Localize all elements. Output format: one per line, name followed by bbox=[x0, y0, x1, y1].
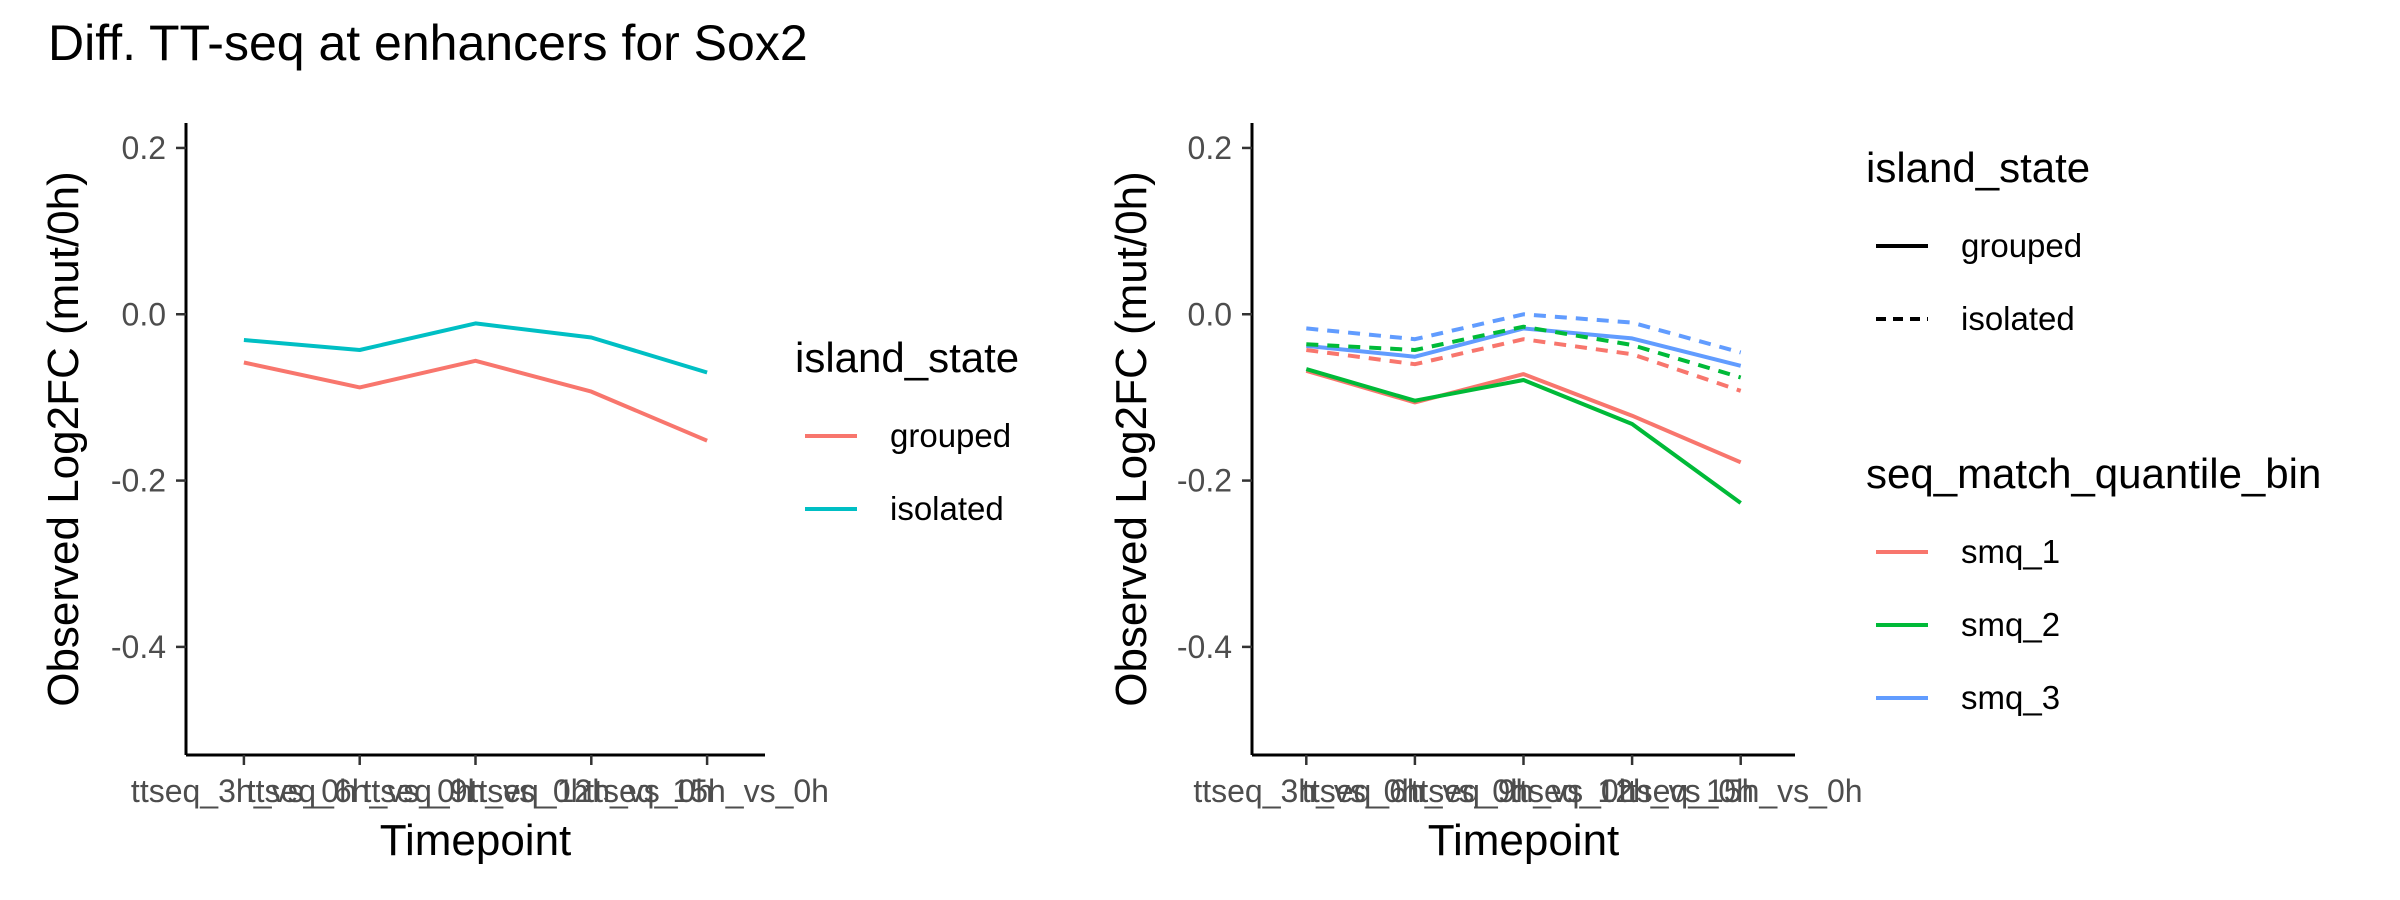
legend-label-grouped: grouped bbox=[890, 417, 1011, 454]
x-tick-label: ttseq_15h_vs_0h bbox=[1619, 773, 1863, 809]
x-tick-label: ttseq_6h_vs_0h bbox=[247, 773, 473, 809]
x-axis-title: Timepoint bbox=[380, 816, 572, 865]
y-tick-label: 0.0 bbox=[1188, 296, 1232, 332]
series-line-isolated-smq_3 bbox=[1306, 312, 1742, 355]
series-line-isolated-smq_1 bbox=[1306, 337, 1742, 393]
legend-label-grouped: grouped bbox=[1961, 227, 2082, 264]
legend-label-isolated: isolated bbox=[1961, 300, 2075, 337]
legend-title: seq_match_quantile_bin bbox=[1866, 450, 2321, 497]
legend-label-smq_3: smq_3 bbox=[1961, 679, 2060, 716]
legend-label-isolated: isolated bbox=[890, 490, 1004, 527]
y-tick-label: -0.2 bbox=[111, 463, 166, 499]
y-tick-label: -0.4 bbox=[1177, 629, 1232, 665]
y-axis-title: Observed Log2FC (mut/0h) bbox=[1107, 171, 1156, 707]
y-tick-label: -0.4 bbox=[111, 629, 166, 665]
legend-title: island_state bbox=[795, 334, 1019, 381]
series-line-isolated bbox=[243, 321, 708, 375]
y-axis-title: Observed Log2FC (mut/0h) bbox=[39, 171, 88, 707]
x-tick-label: ttseq_3h_vs_0h bbox=[131, 773, 357, 809]
x-tick-label: ttseq_9h_vs_0h bbox=[363, 773, 589, 809]
series-line-isolated-smq_2 bbox=[1306, 324, 1742, 380]
x-tick-label: ttseq_6h_vs_0h bbox=[1302, 773, 1528, 809]
figure-title: Diff. TT-seq at enhancers for Sox2 bbox=[48, 15, 808, 71]
x-tick-label: ttseq_9h_vs_0h bbox=[1411, 773, 1637, 809]
y-tick-label: 0.2 bbox=[122, 130, 166, 166]
x-tick-label: ttseq_3h_vs_0h bbox=[1193, 773, 1419, 809]
right-panel: 0.2 0.0 -0.2 -0.4 ttseq_3h_vs_0httseq_6h_vs_… bbox=[1107, 123, 2321, 865]
legend-title: island_state bbox=[1866, 144, 2090, 191]
legend-label-smq_2: smq_2 bbox=[1961, 606, 2060, 643]
x-tick-label: ttseq_15h_vs_0h bbox=[585, 773, 829, 809]
y-tick-label: 0.2 bbox=[1188, 130, 1232, 166]
x-axis-title: Timepoint bbox=[1428, 816, 1620, 865]
legend-label-smq_1: smq_1 bbox=[1961, 533, 2060, 570]
left-panel: 0.2 0.0 -0.2 -0.4 ttseq_3h_vs_0httseq_6h_vs_… bbox=[39, 123, 1019, 865]
x-tick-label: ttseq_12h_vs_0h bbox=[1510, 773, 1754, 809]
series-line-grouped bbox=[243, 358, 708, 443]
x-tick-label: ttseq_12h_vs_0h bbox=[469, 773, 713, 809]
y-tick-label: -0.2 bbox=[1177, 463, 1232, 499]
y-tick-label: 0.0 bbox=[122, 296, 166, 332]
series-line-grouped-smq_2 bbox=[1305, 367, 1742, 505]
series-line-grouped-smq_1 bbox=[1305, 368, 1742, 465]
